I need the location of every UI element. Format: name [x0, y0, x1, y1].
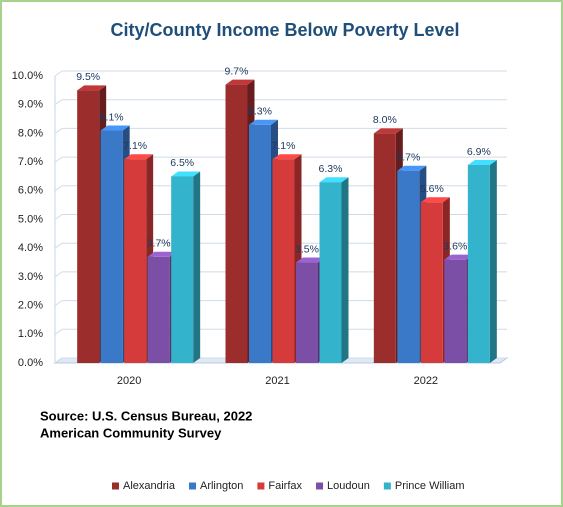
grid-line-side	[54, 242, 63, 249]
source-note: American Community Survey	[40, 425, 222, 440]
value-label: 9.7%	[225, 65, 249, 77]
bar	[319, 182, 342, 363]
value-label: 5.6%	[420, 183, 444, 195]
bar	[373, 133, 396, 363]
y-tick-label: 9.0%	[18, 99, 43, 111]
bar	[147, 256, 170, 363]
bar	[124, 159, 147, 363]
grid-line-side	[54, 185, 63, 192]
legend-swatch	[383, 482, 391, 490]
bar-top	[272, 154, 302, 160]
bar-top	[147, 251, 177, 257]
legend-swatch	[188, 482, 196, 490]
y-tick-label: 0.0%	[18, 357, 43, 369]
bar	[397, 170, 420, 363]
grid-line-side	[54, 127, 63, 134]
value-label: 6.7%	[396, 151, 420, 163]
bar-top	[467, 159, 497, 165]
grid-line-side	[54, 328, 63, 335]
y-tick-label: 4.0%	[18, 242, 43, 254]
grid-line-side	[54, 70, 63, 77]
x-tick-label: 2022	[414, 375, 438, 387]
legend-swatch	[316, 482, 324, 490]
bar-side	[341, 177, 349, 363]
legend-label: Prince William	[395, 480, 465, 492]
bar-top	[296, 257, 325, 263]
grid-line-side	[54, 156, 63, 163]
value-label: 8.0%	[373, 114, 397, 126]
bar	[225, 84, 248, 364]
bar-top	[249, 119, 278, 125]
y-tick-label: 8.0%	[18, 127, 43, 139]
bar-top	[444, 254, 474, 260]
bar	[249, 124, 271, 363]
value-label: 3.7%	[147, 238, 171, 250]
legend-label: Fairfax	[268, 480, 302, 492]
legend-swatch	[257, 482, 265, 490]
value-label: 6.9%	[467, 146, 491, 158]
legend-label: Loudoun	[327, 480, 370, 492]
bar-top	[171, 171, 201, 177]
y-tick-label: 5.0%	[18, 213, 43, 225]
source-note: Source: U.S. Census Bureau, 2022	[40, 408, 252, 423]
value-label: 7.1%	[272, 140, 296, 152]
value-label: 7.1%	[123, 140, 147, 152]
y-tick-label: 10.0%	[12, 70, 43, 82]
value-label: 3.5%	[295, 243, 319, 255]
y-tick-label: 1.0%	[18, 328, 43, 340]
bar-side	[193, 171, 201, 363]
bar-top	[100, 125, 130, 131]
legend-label: Arlington	[200, 480, 243, 492]
value-label: 9.5%	[76, 71, 100, 83]
bar	[420, 202, 443, 363]
bar	[100, 130, 123, 363]
chart-title: City/County Income Below Poverty Level	[110, 20, 459, 40]
y-tick-label: 3.0%	[18, 271, 43, 283]
x-tick-label: 2021	[265, 375, 289, 387]
value-label: 8.3%	[248, 106, 272, 118]
y-tick-label: 6.0%	[18, 185, 43, 197]
bar	[171, 176, 194, 363]
bar	[77, 90, 100, 363]
legend-label: Alexandria	[123, 480, 176, 492]
bar-top	[373, 128, 403, 134]
bar	[272, 159, 295, 363]
grid-line-side	[54, 271, 63, 278]
x-tick-label: 2020	[117, 375, 141, 387]
bar-top	[225, 79, 255, 85]
bar-side	[489, 159, 497, 363]
y-tick-label: 2.0%	[18, 300, 43, 312]
grid-line-side	[54, 300, 63, 307]
bar-top	[420, 197, 450, 203]
value-label: 6.5%	[170, 157, 194, 169]
bar	[467, 164, 490, 363]
grid-line-side	[54, 214, 63, 220]
grid-line-side	[54, 99, 63, 106]
value-label: 8.1%	[100, 111, 124, 123]
grid-line-side	[54, 357, 63, 364]
bar	[444, 259, 467, 363]
bar-top	[397, 165, 427, 171]
bar	[296, 262, 318, 363]
legend-swatch	[112, 482, 119, 490]
value-label: 6.3%	[319, 163, 343, 175]
y-tick-label: 7.0%	[18, 156, 43, 168]
bar-top	[124, 154, 154, 160]
value-label: 3.6%	[443, 240, 467, 252]
bar-top	[319, 177, 349, 183]
bar-top	[77, 85, 107, 91]
